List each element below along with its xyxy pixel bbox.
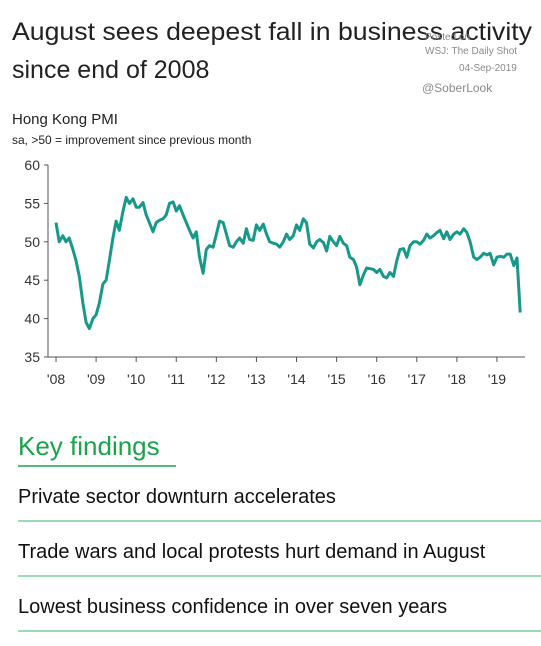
findings-heading: Key findings	[18, 431, 160, 461]
title-line: August sees deepest fall in business act…	[12, 18, 533, 46]
x-tick-label: '17	[408, 371, 426, 387]
finding: Trade wars and local protests hurt deman…	[18, 541, 486, 563]
y-tick-label: 45	[24, 272, 40, 288]
y-tick-label: 55	[24, 195, 40, 211]
finding: Private sector downturn accelerates	[18, 486, 336, 508]
x-tick-label: '15	[327, 371, 345, 387]
watermark: Posted on	[425, 32, 470, 43]
watermark: @SoberLook	[422, 81, 493, 95]
x-tick-label: '19	[488, 371, 506, 387]
x-tick-label: '18	[448, 371, 466, 387]
x-tick-label: '16	[368, 371, 386, 387]
y-tick-label: 40	[24, 311, 40, 327]
x-tick-label: '13	[247, 371, 265, 387]
finding: Lowest business confidence in over seven…	[18, 596, 447, 618]
y-tick-label: 35	[24, 349, 40, 365]
x-tick-label: '11	[168, 371, 185, 387]
x-tick-label: '12	[207, 371, 225, 387]
y-tick-label: 60	[24, 157, 40, 173]
title-line: since end of 2008	[12, 56, 209, 84]
chart-subtitle: sa, >50 = improvement since previous mon…	[12, 133, 251, 147]
chart-title: Hong Kong PMI	[12, 111, 118, 128]
x-tick-label: '14	[287, 371, 305, 387]
y-tick-label: 50	[24, 234, 40, 250]
x-tick-label: '10	[127, 371, 145, 387]
x-tick-label: '09	[87, 371, 105, 387]
watermark: WSJ: The Daily Shot	[425, 46, 517, 57]
watermark: 04-Sep-2019	[459, 63, 517, 74]
data-line	[54, 195, 522, 331]
x-tick-label: '08	[47, 371, 65, 387]
